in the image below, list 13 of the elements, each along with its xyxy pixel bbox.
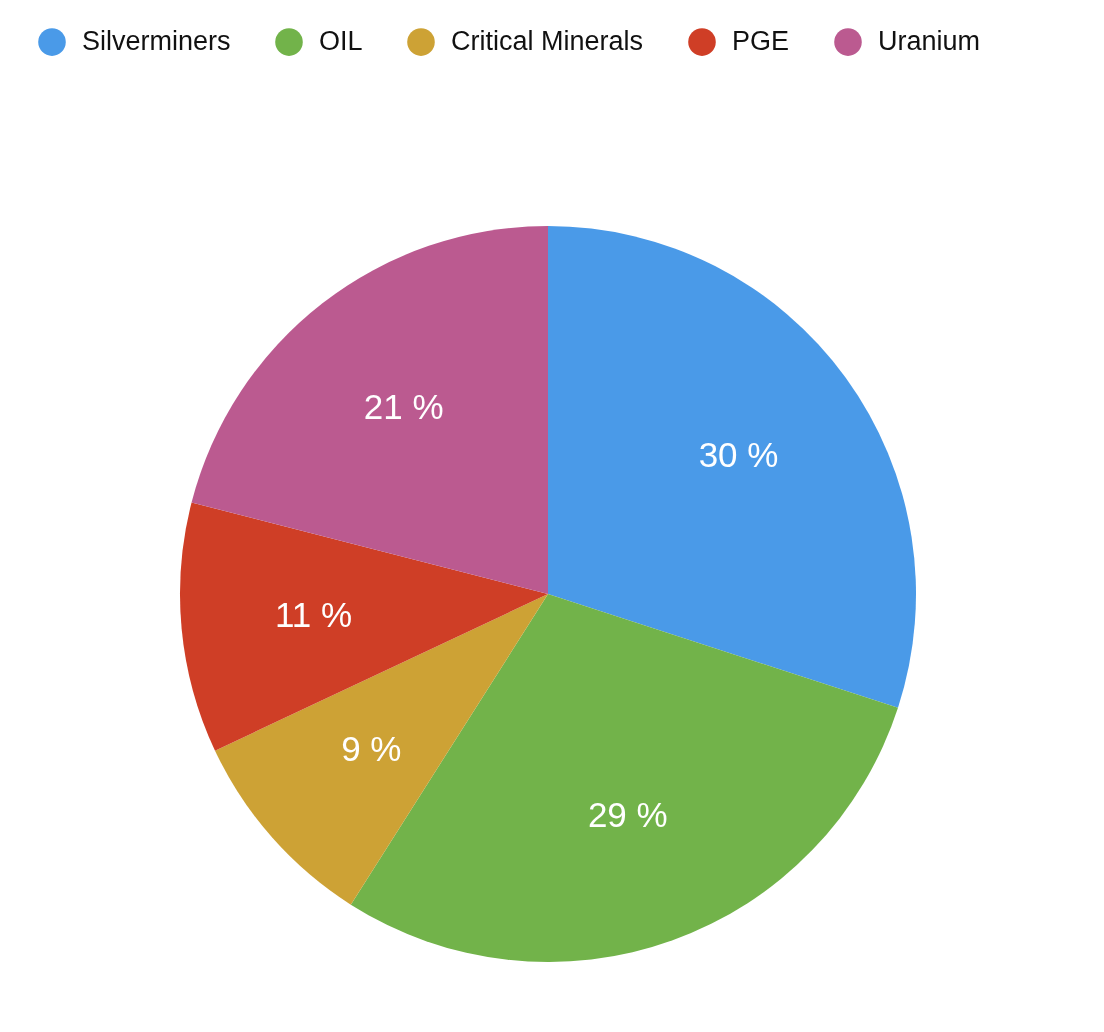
- legend-label: OIL: [319, 26, 363, 57]
- data-label: 21 %: [363, 386, 444, 426]
- data-label: 9 %: [341, 728, 402, 768]
- pie-slice: [215, 594, 548, 905]
- legend-label: Critical Minerals: [451, 26, 644, 57]
- legend-label: Silverminers: [82, 26, 231, 57]
- pie-slice: [191, 226, 548, 594]
- data-label: 29 %: [587, 794, 668, 834]
- legend-label: PGE: [732, 26, 790, 57]
- data-label: 30 %: [698, 434, 779, 474]
- legend-label: Uranium: [878, 26, 981, 57]
- pie-slice: [548, 226, 916, 708]
- data-label: 11 %: [274, 595, 353, 635]
